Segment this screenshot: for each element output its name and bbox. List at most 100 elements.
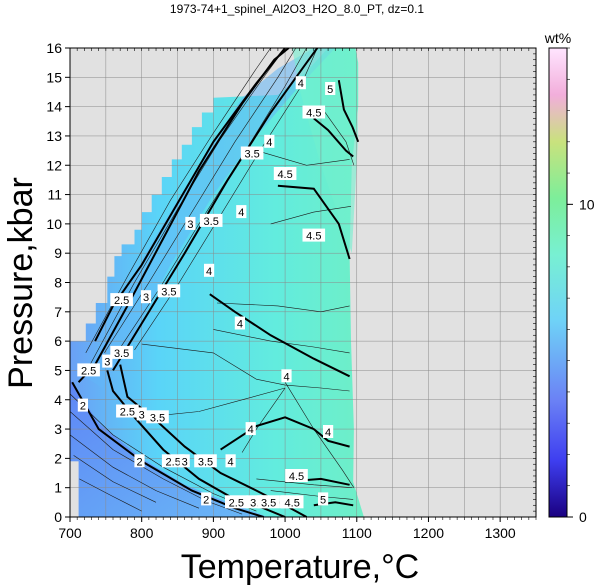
contour-label-background bbox=[199, 213, 223, 227]
contour-label-background bbox=[273, 167, 297, 180]
contour-label: 4 bbox=[266, 137, 272, 149]
x-tick-label: 1100 bbox=[342, 525, 372, 541]
contour-label: 4 bbox=[206, 266, 212, 278]
contour-label: 3.5 bbox=[161, 286, 176, 298]
contour-line-minor bbox=[141, 387, 286, 418]
contour-label-background bbox=[240, 146, 264, 160]
contour-label: 2 bbox=[136, 456, 142, 468]
y-tick-label: 14 bbox=[46, 99, 62, 115]
chart-title: 1973-74+1_spinel_Al2O3_H2O_8.0_PT, dz=0.… bbox=[170, 2, 425, 16]
x-tick-label: 1300 bbox=[485, 525, 516, 541]
contour-label-background bbox=[179, 454, 190, 468]
contour-label-background bbox=[110, 345, 133, 359]
contour-label: 4 bbox=[237, 319, 243, 331]
contour-label: 4 bbox=[228, 456, 234, 468]
contour-label: 4 bbox=[283, 371, 289, 383]
contour-line-major bbox=[71, 381, 264, 517]
contour-line-major bbox=[209, 293, 351, 378]
contour-label-background bbox=[234, 316, 245, 330]
contour-line-major bbox=[337, 80, 360, 143]
contour-line-minor bbox=[213, 329, 350, 354]
contour-label-background bbox=[146, 410, 169, 424]
contour-label: 4.5 bbox=[289, 471, 304, 483]
contour-label-background bbox=[236, 205, 247, 219]
contour-label: 5 bbox=[320, 494, 326, 506]
contour-label-background bbox=[302, 105, 326, 119]
contour-label: 2.5 bbox=[120, 407, 135, 419]
contour-label-background bbox=[116, 404, 139, 418]
y-tick-label: 6 bbox=[54, 333, 62, 349]
colorbar-tick-label: 0 bbox=[579, 509, 587, 525]
y-tick-label: 10 bbox=[46, 216, 62, 232]
contour-label-background bbox=[77, 398, 88, 412]
contour-label-background bbox=[323, 425, 334, 438]
x-tick-label: 700 bbox=[58, 525, 82, 541]
contour-line-minor bbox=[284, 382, 355, 488]
y-tick-label: 1 bbox=[54, 480, 62, 496]
contour-label: 5 bbox=[327, 84, 333, 96]
contour-label-background bbox=[257, 495, 280, 509]
contour-line-minor bbox=[216, 302, 350, 313]
contour-line-major bbox=[77, 48, 290, 383]
contour-label-background bbox=[110, 293, 133, 307]
contour-label: 3.5 bbox=[204, 216, 219, 228]
contour-label-background bbox=[204, 263, 215, 277]
contour-label-background bbox=[318, 492, 329, 506]
contour-label-background bbox=[77, 363, 100, 377]
y-tick-label: 2 bbox=[54, 450, 62, 466]
contour-label-background bbox=[185, 216, 196, 230]
contour-label: 3 bbox=[104, 357, 110, 369]
y-tick-label: 5 bbox=[54, 362, 62, 378]
y-tick-label: 15 bbox=[46, 69, 62, 85]
contour-line-minor bbox=[70, 434, 200, 509]
contour-label-background bbox=[302, 228, 326, 242]
contour-label: 2 bbox=[80, 401, 86, 413]
contour-label: 4.5 bbox=[285, 497, 300, 509]
contour-label-background bbox=[134, 454, 145, 468]
colorbar: wt% 0 10 bbox=[544, 30, 594, 525]
contour-line-minor bbox=[85, 48, 271, 354]
y-tick-label: 8 bbox=[54, 275, 62, 291]
contour-label: 4.5 bbox=[277, 169, 292, 181]
contour-label: 4 bbox=[248, 424, 254, 436]
contour-label: 4.5 bbox=[306, 108, 321, 120]
contour-label-background bbox=[245, 422, 256, 436]
contour-label: 4 bbox=[298, 78, 304, 90]
contour-label-background bbox=[264, 134, 275, 148]
contour-label-background bbox=[281, 369, 292, 383]
contour-line-minor bbox=[256, 478, 353, 488]
contour-line-minor bbox=[320, 106, 355, 166]
contour-label: 3.5 bbox=[244, 149, 259, 161]
colorbar-ticks: 0 10 bbox=[567, 47, 594, 525]
contour-line-major bbox=[313, 117, 354, 158]
contour-line-minor bbox=[141, 343, 350, 392]
x-tick-label: 900 bbox=[202, 525, 226, 541]
y-tick-label: 0 bbox=[54, 509, 62, 525]
contour-line-minor bbox=[256, 150, 350, 166]
contour-label: 3.5 bbox=[198, 456, 213, 468]
y-axis-title: Pressure,kbar bbox=[2, 177, 40, 389]
contour-label-background bbox=[225, 454, 236, 468]
contour-label: 2.5 bbox=[166, 456, 181, 468]
plot-area: 2222.52.52.52.52.5333333.53.53.53.53.53.… bbox=[69, 47, 537, 518]
contour-line-minor bbox=[73, 455, 157, 503]
contour-label: 3 bbox=[139, 409, 145, 421]
gap-region bbox=[70, 461, 79, 517]
y-tick-label: 12 bbox=[46, 157, 62, 173]
contour-label-background bbox=[280, 495, 304, 509]
contour-label-background bbox=[140, 290, 152, 304]
contour-label: 4 bbox=[238, 207, 244, 219]
colorbar-tick-label: 10 bbox=[579, 196, 594, 212]
contour-label-background bbox=[102, 354, 113, 368]
colorbar-ramp bbox=[548, 47, 568, 518]
contour-line-minor bbox=[241, 387, 286, 453]
low-concentration-region bbox=[70, 379, 268, 517]
contour-label-background bbox=[194, 454, 217, 468]
x-tick-label: 800 bbox=[130, 525, 154, 541]
contour-label: 3 bbox=[182, 456, 188, 468]
contour-label-background bbox=[285, 469, 308, 482]
contour-label: 4 bbox=[325, 427, 331, 439]
contour-label: 3.5 bbox=[261, 497, 276, 509]
